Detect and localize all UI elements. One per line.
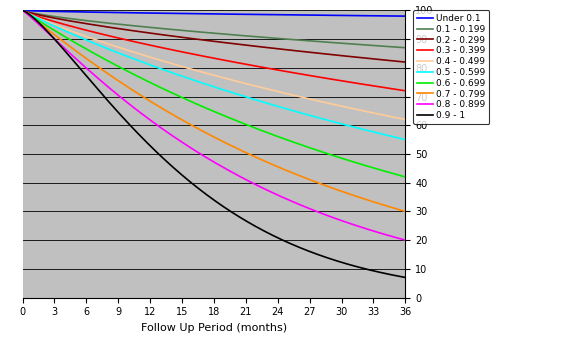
Line: 0.1 - 0.199: 0.1 - 0.199 — [23, 10, 405, 48]
0.7 - 0.799 — [391, 206, 397, 210]
0.5 - 0.599 — [205, 83, 212, 87]
Under 0.1 — [19, 8, 26, 12]
Under 0.1 — [205, 12, 212, 16]
0.6 - 0.699 — [19, 8, 26, 12]
Under 0.1 — [391, 14, 397, 18]
0.1 - 0.199 — [39, 12, 46, 17]
0.3 - 0.399 — [402, 89, 409, 93]
0.3 - 0.399 — [39, 16, 46, 20]
0.8 - 0.899 — [39, 25, 46, 29]
Under 0.1 — [320, 13, 327, 17]
0.9 - 1 — [195, 186, 202, 191]
0.4 - 0.499 — [205, 72, 212, 76]
0.6 - 0.699 — [39, 21, 46, 25]
0.7 - 0.799 — [205, 132, 212, 136]
0.2 - 0.299 — [391, 59, 397, 63]
0.8 - 0.899 — [19, 8, 26, 12]
0.8 - 0.899 — [195, 151, 202, 155]
0.4 - 0.499 — [391, 115, 397, 119]
0.1 - 0.199 — [205, 31, 212, 35]
0.6 - 0.699 — [195, 103, 202, 107]
0.9 - 1 — [205, 194, 212, 198]
0.9 - 1 — [19, 8, 26, 12]
0.9 - 1 — [391, 273, 397, 277]
0.8 - 0.899 — [391, 235, 397, 239]
0.1 - 0.199 — [391, 45, 397, 49]
0.9 - 1 — [39, 24, 46, 28]
0.8 - 0.899 — [402, 238, 409, 242]
0.4 - 0.499 — [402, 117, 409, 121]
Legend: Under 0.1, 0.1 - 0.199, 0.2 - 0.299, 0.3 - 0.399, 0.4 - 0.499, 0.5 - 0.599, 0.6 : Under 0.1, 0.1 - 0.199, 0.2 - 0.299, 0.3… — [413, 10, 489, 124]
0.3 - 0.399 — [320, 76, 327, 80]
0.4 - 0.499 — [19, 8, 26, 12]
0.2 - 0.299 — [205, 39, 212, 43]
0.9 - 1 — [391, 273, 397, 277]
0.4 - 0.499 — [320, 100, 327, 104]
0.1 - 0.199 — [402, 46, 409, 50]
0.6 - 0.699 — [402, 175, 409, 179]
0.7 - 0.799 — [195, 127, 202, 131]
0.5 - 0.599 — [402, 137, 409, 142]
0.5 - 0.599 — [39, 18, 46, 22]
0.2 - 0.299 — [19, 8, 26, 12]
Line: 0.4 - 0.499: 0.4 - 0.499 — [23, 10, 405, 119]
0.3 - 0.399 — [391, 87, 397, 91]
0.7 - 0.799 — [402, 209, 409, 213]
Line: 0.3 - 0.399: 0.3 - 0.399 — [23, 10, 405, 91]
0.1 - 0.199 — [195, 30, 202, 34]
0.5 - 0.599 — [391, 135, 397, 139]
0.8 - 0.899 — [320, 212, 327, 216]
0.8 - 0.899 — [205, 157, 212, 161]
0.2 - 0.299 — [195, 37, 202, 42]
Line: 0.9 - 1: 0.9 - 1 — [23, 10, 405, 277]
0.7 - 0.799 — [19, 8, 26, 12]
0.2 - 0.299 — [39, 13, 46, 18]
Under 0.1 — [195, 12, 202, 16]
0.4 - 0.499 — [391, 115, 397, 119]
0.3 - 0.399 — [195, 53, 202, 57]
X-axis label: Follow Up Period (months): Follow Up Period (months) — [141, 323, 287, 333]
Line: 0.8 - 0.899: 0.8 - 0.899 — [23, 10, 405, 240]
0.4 - 0.499 — [39, 18, 46, 22]
0.5 - 0.599 — [391, 135, 397, 139]
Line: 0.6 - 0.699: 0.6 - 0.699 — [23, 10, 405, 177]
0.4 - 0.499 — [195, 69, 202, 73]
Under 0.1 — [39, 9, 46, 13]
0.9 - 1 — [320, 255, 327, 259]
Line: 0.2 - 0.299: 0.2 - 0.299 — [23, 10, 405, 62]
0.1 - 0.199 — [320, 40, 327, 44]
0.3 - 0.399 — [391, 87, 397, 91]
0.8 - 0.899 — [391, 235, 397, 239]
0.2 - 0.299 — [391, 59, 397, 63]
0.9 - 1 — [402, 275, 409, 280]
Under 0.1 — [391, 14, 397, 18]
0.6 - 0.699 — [391, 172, 397, 176]
0.6 - 0.699 — [320, 151, 327, 155]
0.6 - 0.699 — [205, 107, 212, 111]
0.3 - 0.399 — [19, 8, 26, 12]
0.1 - 0.199 — [19, 8, 26, 12]
Line: 0.5 - 0.599: 0.5 - 0.599 — [23, 10, 405, 139]
0.7 - 0.799 — [39, 23, 46, 27]
0.1 - 0.199 — [391, 45, 397, 49]
0.5 - 0.599 — [19, 8, 26, 12]
0.7 - 0.799 — [320, 183, 327, 187]
0.5 - 0.599 — [320, 117, 327, 121]
0.5 - 0.599 — [195, 80, 202, 84]
Line: 0.7 - 0.799: 0.7 - 0.799 — [23, 10, 405, 211]
0.2 - 0.299 — [402, 60, 409, 64]
0.2 - 0.299 — [320, 52, 327, 56]
Under 0.1 — [402, 14, 409, 18]
0.7 - 0.799 — [391, 206, 397, 210]
0.3 - 0.399 — [205, 55, 212, 59]
0.6 - 0.699 — [391, 172, 397, 176]
Line: Under 0.1: Under 0.1 — [23, 10, 405, 16]
